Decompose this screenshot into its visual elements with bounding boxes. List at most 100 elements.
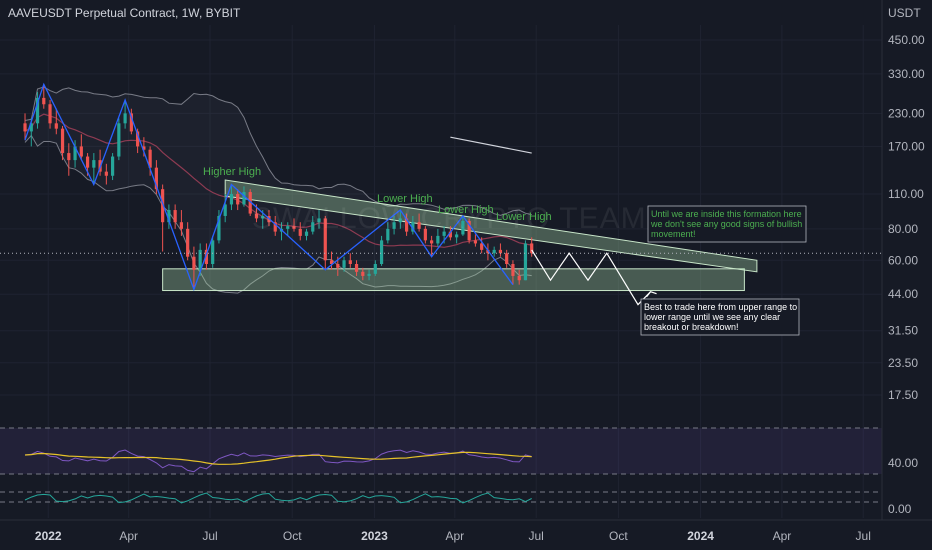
label-lower-high-1: Lower High [377, 193, 433, 205]
candle-body [154, 167, 158, 190]
indicator-panes: 40.00 0.00 [0, 427, 918, 516]
time-tick-label: Jul [202, 529, 217, 543]
candle-body [54, 123, 58, 129]
candle-body [60, 128, 65, 154]
candle-body [354, 263, 359, 272]
candle-body [204, 249, 209, 264]
price-tick-label: 230.00 [888, 106, 925, 120]
note-inside-formation-line: Until we are inside this formation here [651, 209, 802, 219]
candle-body [23, 123, 27, 132]
price-tick-label: 170.00 [888, 139, 925, 153]
candle-body [348, 260, 352, 264]
zigzag-line [24, 82, 514, 292]
candle-body [379, 240, 384, 264]
candle-body [254, 213, 259, 219]
rsi-tick-label: 40.00 [888, 456, 918, 470]
rsi-band [0, 428, 882, 474]
candle-body [292, 226, 296, 229]
candle-body [48, 104, 52, 124]
candle-body [311, 222, 315, 232]
price-tick-label: 44.00 [888, 287, 918, 301]
candle-body [304, 231, 309, 236]
candle-body [161, 189, 165, 223]
annotations: SWALLOW CRYPTO TEAM Higher High Lower Hi… [203, 166, 646, 235]
candle-body [186, 228, 190, 257]
candles[interactable] [23, 84, 534, 290]
candle-body [298, 228, 302, 236]
price-tick-label: 80.00 [888, 222, 918, 236]
candle-body [423, 228, 427, 241]
candle-body [411, 222, 415, 232]
candle-body [480, 243, 484, 250]
projection-arrowhead [646, 291, 657, 298]
rsi-ma-line [24, 451, 532, 465]
candle-body [286, 226, 290, 229]
candle-body [179, 222, 184, 229]
candle-body [373, 263, 377, 274]
candle-body [523, 243, 528, 281]
trend-overlays [0, 82, 882, 306]
candle-body [242, 192, 246, 205]
candle-body [404, 218, 409, 232]
candle-body [261, 215, 265, 219]
time-tick-label: 2024 [687, 529, 714, 543]
candle-body [342, 260, 346, 268]
bollinger-fill [25, 86, 532, 294]
time-tick-label: 2022 [35, 529, 62, 543]
currency-label: USDT [888, 6, 921, 20]
candle-body [229, 194, 234, 205]
price-tick-label: 31.50 [888, 324, 918, 338]
grid-lines [0, 25, 882, 518]
rsi-line [24, 449, 532, 473]
candle-body [248, 192, 252, 214]
candle-body [317, 218, 321, 223]
time-tick-label: Apr [773, 529, 792, 543]
candle-body [461, 220, 465, 235]
time-tick-label: Jul [528, 529, 543, 543]
candle-body [104, 171, 108, 176]
candle-body [361, 271, 365, 276]
resistance-channel [224, 179, 758, 273]
candle-body [492, 249, 496, 254]
osc-tick-label: 0.00 [888, 502, 912, 516]
notes: Until we are inside this formation herew… [640, 205, 807, 336]
candle-body [92, 160, 96, 168]
note-inside-formation-line: we don't see any good signs of bullish [650, 219, 802, 229]
candle-body [173, 210, 177, 223]
candle-body [442, 231, 446, 236]
candle-body [223, 204, 227, 216]
osc-line [24, 492, 532, 504]
candle-body [167, 210, 171, 223]
candle-body [148, 149, 152, 168]
candle-body [192, 256, 196, 270]
candle-body [73, 146, 77, 161]
note-inside-formation-box [647, 205, 807, 243]
label-lower-high-2: Lower High [438, 204, 494, 216]
trend-line-drawing [450, 136, 532, 154]
note-trade-range-line: Best to trade here from upper range to [644, 302, 797, 312]
bollinger-lower [24, 134, 532, 294]
candle-body [142, 146, 146, 150]
note-inside-formation-line: movement! [651, 229, 696, 239]
chart-title: AAVEUSDT Perpetual Contract, 1W, BYBIT [8, 6, 241, 20]
candle-body [530, 243, 534, 254]
time-tick-label: Oct [609, 529, 628, 543]
candle-body [211, 240, 215, 264]
time-tick-label: Apr [446, 529, 465, 543]
price-tick-label: 110.00 [888, 187, 924, 201]
support-zone [162, 268, 745, 292]
label-higher-high: Higher High [203, 166, 261, 178]
candle-body [467, 220, 471, 241]
bollinger-upper [24, 86, 532, 216]
candle-body [336, 263, 340, 268]
candle-body [67, 153, 71, 161]
candle-body [386, 228, 390, 241]
candle-body [35, 97, 40, 124]
time-tick-label: Apr [119, 529, 138, 543]
note-trade-range: Best to trade here from upper range tolo… [640, 298, 800, 336]
candle-body [123, 113, 127, 124]
bollinger-bands [24, 86, 532, 294]
